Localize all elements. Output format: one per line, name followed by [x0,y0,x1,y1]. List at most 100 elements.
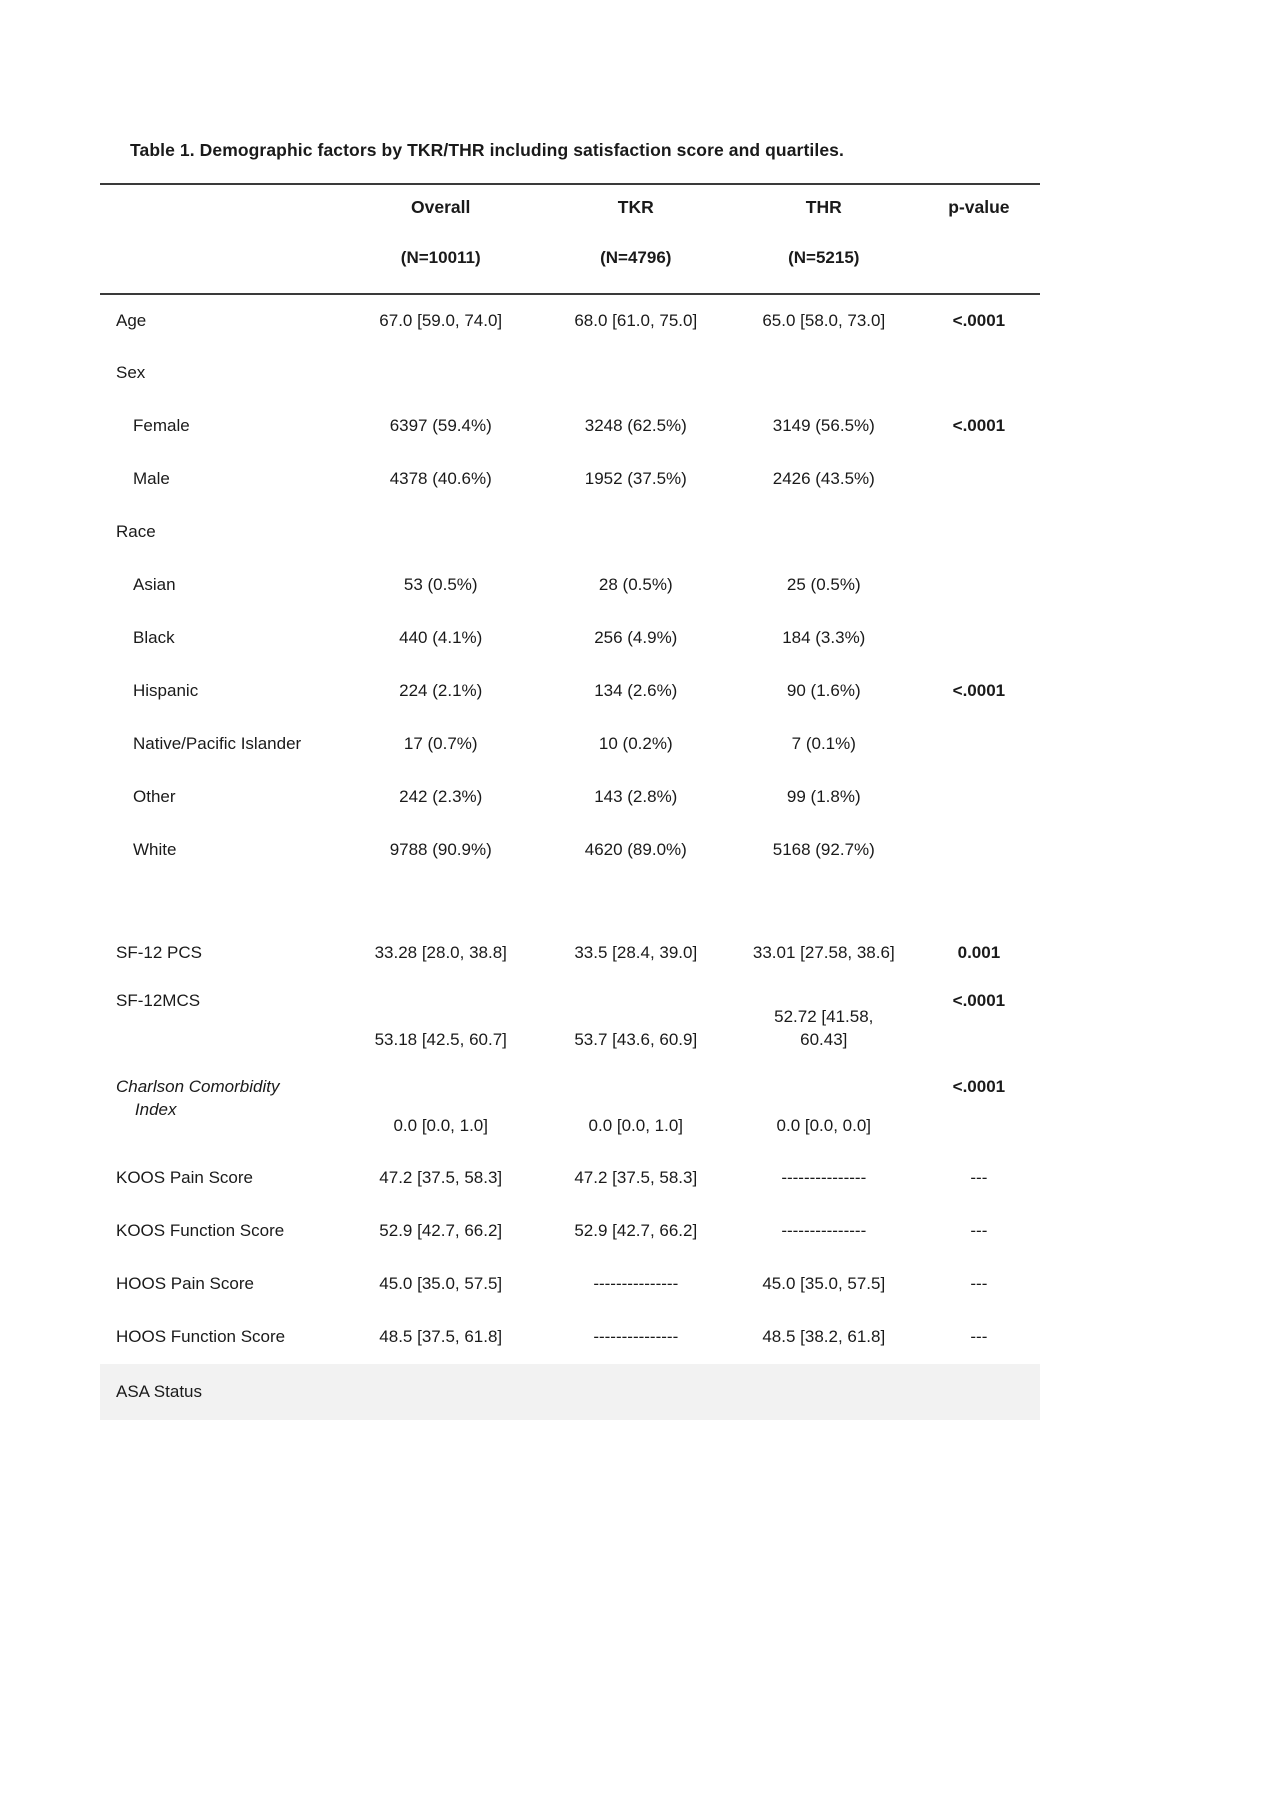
value-cell: 33.01 [27.58, 38.6] [752,943,895,963]
header-pvalue: p-value [917,184,1040,295]
value-cell: 90 (1.6%) [786,681,861,701]
p-value-cell: <.0001 [952,416,1006,436]
value-cell: 48.5 [38.2, 61.8] [762,1327,886,1347]
value-cell: 5168 (92.7%) [772,840,875,860]
table-row: Female 6397 (59.4%) 3248 (62.5%) 3149 (56.5… [100,400,1040,453]
value-cell: 33.5 [28.4, 39.0] [574,943,698,963]
value-cell: 7 (0.1%) [791,734,856,754]
value-cell: 0.0 [0.0, 1.0] [393,1116,488,1136]
value-cell: 53.18 [42.5, 60.7] [374,1030,507,1050]
value-cell: 48.5 [37.5, 61.8] [379,1327,503,1347]
column-n-thr: (N=5215) [788,248,860,267]
table-row: Native/Pacific Islander 17 (0.7%) 10 (0.2%… [100,718,1040,771]
value-cell: --------------- [593,1327,679,1347]
value-cell: 67.0 [59.0, 74.0] [379,310,503,330]
column-label-thr: THR [805,197,842,217]
p-value-cell [918,824,1040,877]
table-row: Black 440 (4.1%) 256 (4.9%) 184 (3.3%) [100,612,1040,665]
value-cell: 25 (0.5%) [786,575,861,595]
p-value-cell: --- [970,1274,988,1294]
section-row: Race [100,506,1040,559]
value-cell: 0.0 [0.0, 1.0] [588,1116,684,1136]
section-row: Sex [100,347,1040,400]
p-value-cell: <.0001 [952,991,1006,1010]
value-cell: 17 (0.7%) [403,734,478,754]
header-overall: Overall (N=10011) [339,184,542,295]
value-cell [542,347,730,400]
value-cell [340,347,542,400]
value-cell: 242 (2.3%) [399,787,483,807]
table-row: Charlson Comorbidity Index 0.0 [0.0, 1.0]… [100,1066,1040,1152]
row-label: Black [133,628,175,648]
value-cell: 440 (4.1%) [399,628,483,648]
p-value-cell: --- [970,1327,988,1347]
row-label: Hispanic [133,681,199,701]
value-cell: 4620 (89.0%) [584,840,687,860]
table-row: HOOS Pain Score 45.0 [35.0, 57.5] --------… [100,1258,1040,1311]
value-cell: 33.28 [28.0, 38.8] [374,943,507,963]
section-row: ASA Status [100,1364,1040,1420]
column-n-overall: (N=10011) [400,248,481,267]
column-label-overall: Overall [411,197,471,217]
p-value-cell [918,453,1040,506]
value-cell: 65.0 [58.0, 73.0] [762,310,886,330]
value-cell: 143 (2.8%) [594,787,678,807]
p-value-cell: --- [970,1221,988,1241]
table-row: Hispanic 224 (2.1%) 134 (2.6%) 90 (1.6%) <.0… [100,665,1040,718]
value-cell [541,1364,730,1420]
page-content: Table 1. Demographic factors by TKR/THR … [100,140,1040,1420]
value-cell: 99 (1.8%) [786,787,861,807]
column-label-pvalue: p-value [948,197,1010,217]
table-row: White 9788 (90.9%) 4620 (89.0%) 5168 (92.7%… [100,824,1040,877]
p-value-cell [918,347,1040,400]
header-empty-cell [100,184,340,295]
table-row: Asian 53 (0.5%) 28 (0.5%) 25 (0.5%) [100,559,1040,612]
value-cell [340,506,542,559]
value-cell [729,1364,918,1420]
value-cell: --------------- [781,1221,867,1241]
value-cell: 184 (3.3%) [782,628,866,648]
spacer-row [100,877,1040,927]
table-row: HOOS Function Score 48.5 [37.5, 61.8] ----… [100,1311,1040,1364]
value-cell: 28 (0.5%) [598,575,673,595]
row-label: KOOS Pain Score [116,1168,254,1188]
value-cell: 134 (2.6%) [594,681,678,701]
table-row: Age 67.0 [59.0, 74.0] 68.0 [61.0, 75.0] 65.… [100,294,1040,347]
p-value-cell: <.0001 [952,310,1006,330]
value-cell: 9788 (90.9%) [389,840,492,860]
value-cell [339,1364,542,1420]
value-cell: 52.9 [42.7, 66.2] [379,1221,503,1241]
value-cell: 45.0 [35.0, 57.5] [379,1274,503,1294]
value-cell: 53 (0.5%) [403,575,478,595]
value-cell: 52.72 [41.58, 60.43] [774,1007,874,1050]
row-label: Male [133,469,170,489]
value-cell: 4378 (40.6%) [389,469,492,489]
row-label: HOOS Function Score [116,1327,286,1347]
value-cell: 224 (2.1%) [399,681,483,701]
row-label: White [133,840,177,860]
row-label: SF-12MCS [116,991,201,1010]
row-label: Female [133,416,190,436]
value-cell: 10 (0.2%) [598,734,673,754]
row-label: Other [133,787,176,807]
header-row: Overall (N=10011) TKR (N=4796) THR (N=52… [100,184,1040,295]
table-header: Overall (N=10011) TKR (N=4796) THR (N=52… [100,184,1040,295]
value-cell: 52.9 [42.7, 66.2] [574,1221,698,1241]
table-row: SF-12 PCS 33.28 [28.0, 38.8] 33.5 [28.4, 3… [100,927,1040,980]
row-label: Race [116,522,156,542]
table-body: Age 67.0 [59.0, 74.0] 68.0 [61.0, 75.0] 65.… [100,294,1040,1420]
value-cell: 47.2 [37.5, 58.3] [379,1168,503,1188]
p-value-cell [918,506,1040,559]
value-cell [542,506,730,559]
p-value-cell [918,718,1040,771]
value-cell: 6397 (59.4%) [389,416,492,436]
row-label: KOOS Function Score [116,1221,285,1241]
row-label: Charlson Comorbidity Index [116,1077,280,1119]
p-value-cell [918,612,1040,665]
value-cell: 3149 (56.5%) [772,416,875,436]
p-value-cell [918,559,1040,612]
demographics-table: Overall (N=10011) TKR (N=4796) THR (N=52… [100,183,1040,1420]
p-value-cell: <.0001 [952,681,1006,701]
table-row: Male 4378 (40.6%) 1952 (37.5%) 2426 (43.5%) [100,453,1040,506]
column-label-tkr: TKR [617,197,654,217]
